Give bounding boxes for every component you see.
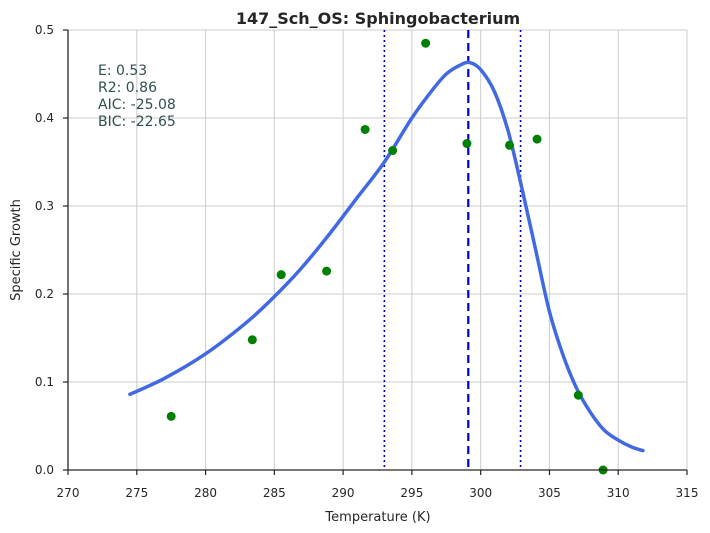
grid [68, 29, 688, 470]
y-tick-label: 0.2 [35, 287, 54, 301]
data-point [462, 139, 472, 149]
tick-labels: 270 275 280 285 290 295 300 305 310 315 0.0 0.1 0.2 0… [35, 23, 699, 500]
data-point [322, 266, 332, 276]
fit-curve [128, 60, 645, 453]
x-tick-label: 290 [332, 486, 355, 500]
y-tick-label: 0.4 [35, 111, 54, 125]
annotation-bic: BIC: -22.65 [98, 114, 176, 130]
chart-title: 147_Sch_OS: Sphingobacterium [236, 9, 520, 28]
x-tick-label: 275 [125, 486, 148, 500]
y-tick-label: 0.1 [35, 375, 54, 389]
data-point [360, 124, 370, 134]
x-tick-label: 285 [263, 486, 286, 500]
reference-lines [383, 30, 522, 470]
data-point [573, 390, 583, 400]
data-point [421, 38, 431, 48]
annotation-aic: AIC: -25.08 [98, 97, 176, 113]
y-axis-label: Specific Growth [9, 199, 24, 301]
x-tick-label: 310 [607, 486, 630, 500]
x-axis-label: Temperature (K) [324, 510, 430, 525]
data-point [247, 335, 257, 345]
x-tick-label: 315 [676, 486, 699, 500]
data-point [166, 411, 176, 421]
y-tick-label: 0.3 [35, 199, 54, 213]
fit-curve-group [128, 60, 645, 453]
data-points [166, 38, 608, 475]
y-tick-label: 0.0 [35, 463, 54, 477]
fit-statistics: E: 0.53 R2: 0.86 AIC: -25.08 BIC: -22.65 [98, 63, 176, 130]
data-point [505, 140, 515, 150]
x-tick-label: 270 [57, 486, 80, 500]
axes [67, 30, 687, 471]
x-tick-label: 300 [469, 486, 492, 500]
annotation-e: E: 0.53 [98, 63, 147, 79]
y-tick-label: 0.5 [35, 23, 54, 37]
data-point [276, 270, 286, 280]
x-tick-label: 295 [400, 486, 423, 500]
x-tick-label: 280 [194, 486, 217, 500]
data-point [388, 146, 398, 156]
annotation-r2: R2: 0.86 [98, 80, 157, 96]
data-point [532, 134, 542, 144]
x-tick-label: 305 [538, 486, 561, 500]
